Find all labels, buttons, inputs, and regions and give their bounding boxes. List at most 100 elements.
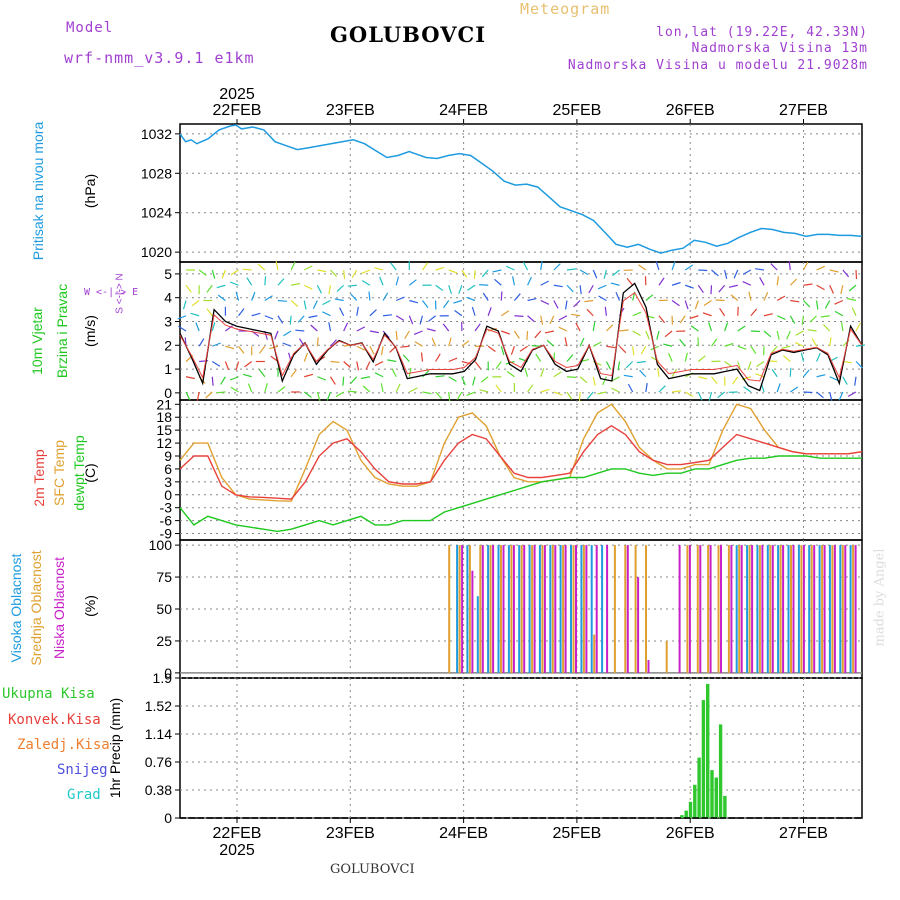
wind-barb bbox=[505, 360, 515, 365]
wind-barb bbox=[456, 391, 463, 401]
wind-barb bbox=[619, 329, 629, 332]
wind-barb bbox=[742, 281, 752, 286]
precip-bar bbox=[706, 683, 710, 818]
wind-barb bbox=[409, 387, 418, 393]
wind-barb bbox=[783, 355, 791, 362]
mid-cloud-bar bbox=[717, 545, 720, 673]
low-cloud-bar bbox=[688, 545, 691, 673]
wind-barb bbox=[719, 307, 726, 317]
wind-barb bbox=[347, 284, 357, 287]
wind-barb bbox=[365, 361, 371, 370]
precip-bar bbox=[688, 801, 693, 818]
wind-barb bbox=[671, 300, 680, 307]
legend-hail: Grad bbox=[67, 787, 101, 803]
wind-barb bbox=[448, 357, 458, 363]
wind-barb bbox=[611, 387, 620, 393]
high-cloud-bar bbox=[528, 545, 531, 673]
wind-barb bbox=[480, 376, 489, 383]
wind-barb bbox=[697, 284, 704, 294]
wind-barb bbox=[829, 376, 839, 381]
mid-cloud-bar bbox=[790, 545, 792, 673]
wind-barb bbox=[303, 300, 307, 310]
wind-barb bbox=[586, 391, 594, 400]
wind-barb bbox=[185, 391, 191, 401]
wind-barb bbox=[500, 291, 503, 301]
precip-bar bbox=[697, 757, 701, 818]
wind-barb bbox=[566, 354, 574, 362]
wind-barb bbox=[747, 361, 752, 371]
wind-barb bbox=[356, 345, 366, 351]
high-cloud-bar bbox=[476, 596, 479, 673]
wind-barb bbox=[211, 376, 214, 386]
wind-barb bbox=[842, 269, 850, 278]
wind-barb bbox=[816, 284, 825, 291]
footer-station: GOLUBOVCI bbox=[330, 862, 415, 877]
wind-barb bbox=[362, 385, 371, 393]
wind-barb bbox=[534, 330, 542, 339]
wind-barb bbox=[277, 315, 284, 324]
mid-cloud-bar bbox=[821, 545, 824, 673]
low-cloud-bar bbox=[575, 545, 577, 673]
wind-barb bbox=[206, 284, 213, 293]
y-tick-label: 1024 bbox=[141, 205, 172, 221]
wind-compass-ew: W <-|-> E bbox=[84, 287, 139, 298]
wind-barb bbox=[802, 261, 809, 271]
wind-barb bbox=[275, 261, 279, 271]
wind-barb bbox=[235, 361, 240, 371]
mid-cloud-bar bbox=[624, 545, 627, 673]
wind-barb bbox=[435, 266, 445, 271]
wind-barb bbox=[510, 346, 515, 355]
wind-barb bbox=[650, 345, 660, 351]
wind-barb bbox=[356, 326, 366, 332]
wind-barb bbox=[847, 391, 857, 397]
wind-barb bbox=[482, 292, 489, 301]
wind-barb bbox=[522, 261, 529, 271]
wind-barb bbox=[244, 361, 253, 368]
y-tick-label: -3 bbox=[160, 500, 173, 516]
wind-barb bbox=[420, 352, 424, 362]
wind-barb bbox=[829, 391, 833, 401]
wind-barb bbox=[684, 391, 694, 398]
high-cloud-bar bbox=[818, 545, 821, 673]
wind-barb bbox=[382, 314, 393, 317]
wind-barb bbox=[435, 375, 445, 378]
bottom-date-label: 26FEB bbox=[666, 825, 715, 842]
wind-barb bbox=[316, 337, 319, 347]
wind-barb bbox=[711, 269, 719, 277]
wind-barb bbox=[330, 339, 337, 347]
wind-barb bbox=[795, 330, 804, 336]
wind-barb bbox=[290, 300, 299, 307]
top-date-label: 24FEB bbox=[439, 102, 488, 119]
wind-barb bbox=[191, 300, 200, 307]
wind-barb bbox=[282, 342, 292, 347]
wind-barb bbox=[395, 315, 405, 321]
wind-barb bbox=[603, 269, 607, 279]
mid-cloud-bar bbox=[510, 545, 513, 673]
wind-barb bbox=[566, 268, 576, 271]
wind-barb bbox=[428, 315, 436, 322]
low-cloud-bar bbox=[720, 545, 722, 673]
wind-barb bbox=[369, 345, 375, 355]
wind-barb bbox=[743, 386, 752, 393]
top-year-label: 2025 bbox=[219, 86, 255, 103]
top-date-label: 23FEB bbox=[326, 102, 375, 119]
wind-barb bbox=[487, 307, 492, 316]
wind-barb bbox=[238, 308, 245, 317]
wind-barb bbox=[566, 284, 574, 293]
wind-barb bbox=[605, 324, 614, 332]
low-cloud-bar bbox=[833, 545, 836, 673]
top-date-label: 22FEB bbox=[213, 102, 262, 119]
bottom-year-label: 2025 bbox=[219, 842, 255, 859]
wind-barb bbox=[217, 294, 226, 301]
wind-barb bbox=[645, 294, 654, 301]
wind-barb bbox=[578, 391, 581, 402]
low-cloud-bar bbox=[823, 545, 826, 673]
wind-barb bbox=[336, 284, 345, 292]
wind-barb bbox=[328, 322, 332, 332]
wind-barb bbox=[277, 278, 285, 286]
low-cloud-bar bbox=[606, 545, 609, 673]
low-cloud-bar bbox=[461, 545, 464, 673]
wind-barb bbox=[290, 261, 296, 271]
mid-cloud-bar bbox=[593, 634, 596, 673]
y-tick-label: 21 bbox=[156, 396, 172, 412]
